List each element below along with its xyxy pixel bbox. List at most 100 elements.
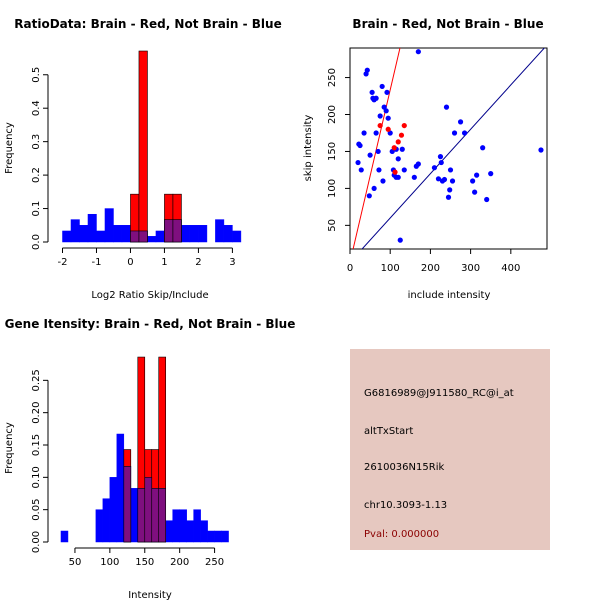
- scatter-not-brain-point: [435, 176, 442, 182]
- ratio-hist-not-brain-bar: [113, 225, 123, 243]
- ratio-hist-y-tick-label: 0.3: [31, 134, 42, 150]
- scatter-not-brain-point: [472, 189, 478, 195]
- scatter-not-brain-point: [399, 146, 405, 152]
- intensity-hist-panel: Gene Itensity: Brain - Red, Not Brain - …: [4, 317, 295, 600]
- ratio-hist-overlap-bar: [138, 230, 148, 243]
- scatter-not-brain-point: [449, 178, 456, 184]
- intensity-hist-x-tick-label: 150: [135, 557, 154, 568]
- scatter-x-tick-label: 300: [461, 263, 480, 274]
- scatter-not-brain-point: [488, 171, 494, 177]
- intensity-hist-not-brain-bar: [116, 433, 125, 543]
- scatter-not-brain-point: [461, 130, 468, 136]
- scatter-not-brain-point: [371, 185, 377, 192]
- ratio-hist-not-brain-bar: [121, 225, 131, 243]
- scatter-not-brain-point: [443, 104, 450, 110]
- info-pval: Pval: 0.000000: [364, 529, 439, 540]
- ratio-hist-overlap-bar: [172, 219, 182, 243]
- scatter-not-brain-point: [447, 167, 454, 173]
- intensity-hist-overlap-bar: [123, 466, 132, 543]
- ratio-hist-overlap-bar: [130, 230, 140, 243]
- ratio-hist-y-tick-label: 0.5: [31, 67, 42, 83]
- scatter-axes: 0 100 200 300 400 50 100 150 200 250: [327, 68, 520, 274]
- intensity-hist-not-brain-bar: [60, 530, 69, 543]
- scatter-x-tick-label: 0: [347, 263, 353, 274]
- scatter-brain-fit-line: [352, 48, 401, 249]
- intensity-hist-not-brain-bar: [102, 498, 111, 543]
- intensity-hist-x-tick-label: 250: [205, 557, 224, 568]
- intensity-hist-axes: 50 100 150 200 250 0.00 0.05 0.10 0.15 0.20 0.25: [31, 369, 224, 568]
- ratio-hist-not-brain-bar: [87, 213, 97, 243]
- ratio-hist-not-brain-bar: [79, 225, 89, 243]
- ratio-hist-x-tick-label: -2: [58, 257, 68, 268]
- scatter-not-brain-point: [457, 119, 464, 125]
- scatter-not-brain-point: [401, 167, 407, 173]
- scatter-not-brain-point: [364, 67, 370, 73]
- scatter-not-brain-point: [395, 156, 401, 162]
- intensity-hist-not-brain-bar: [193, 509, 201, 543]
- ratio-hist-title: RatioData: Brain - Red, Not Brain - Blue: [14, 17, 281, 31]
- ratio-hist-xlabel: Log2 Ratio Skip/Include: [91, 290, 208, 301]
- ratio-hist-not-brain-bar: [223, 225, 233, 243]
- scatter-not-brain-point: [441, 176, 448, 183]
- scatter-not-brain-point: [445, 194, 452, 200]
- scatter-not-brain-point: [538, 147, 544, 153]
- ratio-hist-x-tick-label: 1: [161, 257, 167, 268]
- intensity-hist-not-brain-bar: [200, 520, 208, 543]
- ratio-hist-y-tick-label: 0.4: [31, 100, 42, 116]
- intensity-hist-not-brain-bar: [95, 509, 104, 543]
- intensity-hist-not-brain-bar: [207, 530, 215, 543]
- ratio-hist-not-brain-bar: [155, 230, 165, 243]
- scatter-not-brain-point: [361, 130, 367, 136]
- scatter-not-brain-point: [397, 237, 403, 243]
- scatter-not-brain-point: [451, 130, 458, 136]
- info-gene-name: 2610036N15Rik: [364, 462, 444, 473]
- ratio-hist-y-tick-label: 0.1: [31, 201, 42, 217]
- scatter-x-tick-label: 200: [421, 263, 440, 274]
- info-panel: G6816989@J911580_RC@i_at altTxStart 2610…: [350, 349, 550, 550]
- scatter-not-brain-fit-line: [361, 48, 545, 249]
- scatter-y-tick-label: 100: [327, 179, 338, 198]
- ratio-hist-panel: RatioData: Brain - Red, Not Brain - Blue…: [4, 17, 282, 301]
- ratio-hist-not-brain-bar: [147, 236, 157, 243]
- scatter-brain-point: [398, 132, 405, 138]
- intensity-hist-title: Gene Itensity: Brain - Red, Not Brain - …: [5, 317, 296, 331]
- intensity-hist-y-tick-label: 0.25: [31, 369, 42, 391]
- scatter-not-brain-point: [355, 159, 361, 166]
- scatter-not-brain-point: [385, 115, 391, 121]
- scatter-not-brain-point: [369, 89, 375, 95]
- scatter-not-brain-point: [438, 159, 444, 166]
- ratio-hist-x-tick-label: 2: [195, 257, 201, 268]
- scatter-not-brain-point: [380, 178, 386, 184]
- intensity-hist-x-tick-label: 50: [69, 557, 82, 568]
- intensity-hist-overlap-bar: [158, 488, 167, 543]
- ratio-hist-not-brain-bar: [232, 230, 242, 243]
- intensity-hist-ylabel: Frequency: [4, 422, 15, 474]
- scatter-not-brain-point: [384, 89, 390, 95]
- scatter-not-brain-point: [375, 148, 381, 155]
- scatter-not-brain-point: [376, 167, 382, 173]
- intensity-hist-x-tick-label: 200: [170, 557, 189, 568]
- scatter-not-brain-point: [470, 178, 476, 184]
- intensity-hist-y-tick-label: 0.05: [31, 499, 42, 521]
- scatter-fit-lines: [352, 48, 545, 249]
- ratio-hist-not-brain-bar: [181, 225, 191, 243]
- scatter-y-tick-label: 250: [327, 68, 338, 87]
- scatter-ylabel: skip intensity: [303, 115, 314, 182]
- scatter-not-brain-point: [480, 145, 486, 151]
- intensity-hist-y-tick-label: 0.20: [31, 402, 42, 424]
- ratio-hist-axes: -2 -1 0 1 2 3 0.0 0.1 0.2 0.3 0.4 0.5: [31, 67, 236, 268]
- ratio-hist-not-brain-bar: [104, 208, 114, 243]
- ratio-hist-y-tick-label: 0.2: [31, 167, 42, 183]
- scatter-not-brain-point: [367, 152, 373, 158]
- scatter-brain-point: [392, 169, 398, 175]
- info-panel-background: [350, 349, 550, 550]
- scatter-brain-point: [385, 126, 391, 132]
- ratio-hist-y-tick-label: 0.0: [31, 234, 42, 250]
- scatter-not-brain-point: [415, 161, 421, 167]
- ratio-hist-brain-bar: [138, 50, 148, 243]
- scatter-not-brain-point: [383, 108, 389, 114]
- ratio-hist-ylabel: Frequency: [4, 122, 15, 174]
- intensity-hist-not-brain-bar: [172, 509, 180, 543]
- scatter-panel: Brain - Red, Not Brain - Blue include in…: [303, 17, 548, 301]
